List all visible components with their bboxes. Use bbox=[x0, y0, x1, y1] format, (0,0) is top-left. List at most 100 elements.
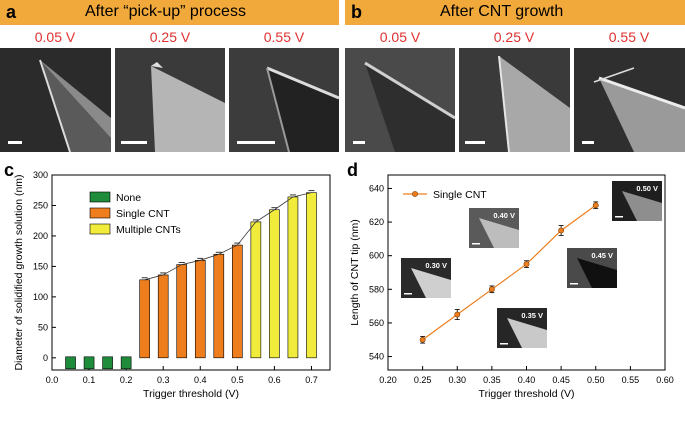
voltage-label-a1: 0.05 V bbox=[34, 29, 76, 45]
series-line bbox=[422, 204, 597, 341]
y-tick-label: 620 bbox=[369, 217, 384, 227]
y-tick-label: 100 bbox=[33, 292, 48, 302]
data-point bbox=[419, 336, 426, 343]
x-tick-label: 0.55 bbox=[622, 375, 640, 385]
y-tick-label: 200 bbox=[33, 231, 48, 241]
y-tick-label: 640 bbox=[369, 183, 384, 193]
inset-scale-bar bbox=[570, 283, 578, 285]
x-tick-label: 0.45 bbox=[552, 375, 570, 385]
y-tick-label: 600 bbox=[369, 251, 384, 261]
inset-image: 0.50 V bbox=[612, 181, 662, 221]
y-tick-label: 0 bbox=[43, 353, 48, 363]
inset-label: 0.45 V bbox=[591, 251, 613, 260]
x-tick-label: 0.5 bbox=[231, 375, 244, 385]
inset-image: 0.30 V bbox=[401, 258, 451, 298]
bar bbox=[120, 356, 132, 370]
bar bbox=[232, 244, 243, 359]
voltage-label-b2: 0.25 V bbox=[493, 29, 535, 45]
scale-bar bbox=[353, 141, 365, 144]
bar bbox=[102, 356, 113, 370]
x-tick-label: 0.50 bbox=[587, 375, 605, 385]
data-point bbox=[592, 202, 599, 209]
legend-swatch bbox=[89, 191, 111, 203]
inset-label: 0.35 V bbox=[521, 311, 543, 320]
voltage-label-b1: 0.05 V bbox=[379, 29, 421, 45]
scale-bar bbox=[8, 141, 22, 144]
panel-d-letter: d bbox=[347, 160, 358, 180]
scale-bar bbox=[121, 141, 147, 144]
x-tick-label: 0.40 bbox=[518, 375, 536, 385]
panel-a-letter: a bbox=[6, 2, 17, 22]
y-axis-label: Diameter of solidified growth solution (… bbox=[13, 174, 25, 370]
y-tick-label: 540 bbox=[369, 352, 384, 362]
inset-label: 0.50 V bbox=[636, 184, 658, 193]
x-tick-label: 0.20 bbox=[379, 375, 397, 385]
x-tick-label: 0.0 bbox=[46, 375, 59, 385]
x-tick-label: 0.30 bbox=[448, 375, 466, 385]
voltage-label-b3: 0.55 V bbox=[608, 29, 650, 45]
sem-image-b1 bbox=[345, 48, 455, 152]
scale-bar bbox=[465, 141, 485, 144]
bar bbox=[250, 221, 262, 359]
bar bbox=[269, 209, 280, 359]
sem-image-a3 bbox=[229, 48, 339, 152]
legend-label: None bbox=[116, 192, 141, 204]
sem-image-b2 bbox=[459, 48, 570, 152]
inset-tip bbox=[577, 258, 617, 288]
panel-b-letter: b bbox=[351, 2, 362, 22]
legend-label: Single CNT bbox=[116, 208, 170, 220]
chart-d: 0.20 0.25 0.30 0.35 0.40 0.45 0.50 0.55 0.60 540 5… bbox=[349, 174, 674, 400]
bar bbox=[176, 264, 188, 359]
x-tick-label: 0.2 bbox=[120, 375, 133, 385]
panel-b-title: After CNT growth bbox=[440, 3, 564, 20]
y-tick-label: 250 bbox=[33, 200, 48, 210]
y-tick-label: 580 bbox=[369, 284, 384, 294]
legend-marker bbox=[412, 191, 418, 197]
bar bbox=[65, 356, 76, 370]
inset-scale-bar bbox=[615, 216, 623, 218]
x-tick-label: 0.4 bbox=[194, 375, 207, 385]
inset-image: 0.35 V bbox=[497, 308, 547, 348]
bar bbox=[194, 260, 206, 359]
panel-c-letter: c bbox=[4, 160, 15, 180]
inset-image: 0.45 V bbox=[567, 248, 617, 288]
bar bbox=[139, 279, 150, 359]
inset-image: 0.40 V bbox=[469, 208, 519, 248]
voltage-label-a3: 0.55 V bbox=[263, 29, 305, 45]
x-tick-label: 0.1 bbox=[83, 375, 96, 385]
trend-line bbox=[144, 192, 312, 281]
x-tick-label: 0.35 bbox=[483, 375, 501, 385]
inset-scale-bar bbox=[472, 243, 480, 245]
plot-frame bbox=[51, 174, 331, 371]
bar bbox=[157, 274, 169, 359]
data-point bbox=[488, 286, 495, 293]
panel-a-title: After “pick-up” process bbox=[85, 3, 246, 20]
y-tick-label: 300 bbox=[33, 170, 48, 180]
legend-swatch bbox=[89, 223, 111, 235]
panel-b-banner: b After CNT growth bbox=[345, 0, 685, 25]
inset-tip bbox=[411, 268, 451, 298]
inset-scale-bar bbox=[500, 343, 508, 345]
y-tick-label: 150 bbox=[33, 261, 48, 271]
x-tick-label: 0.6 bbox=[268, 375, 281, 385]
inset-label: 0.30 V bbox=[425, 261, 447, 270]
inset-tip bbox=[479, 218, 519, 248]
scale-bar bbox=[582, 141, 594, 144]
inset-tip bbox=[622, 191, 662, 221]
data-point bbox=[523, 261, 530, 267]
bar bbox=[213, 253, 225, 359]
x-tick-label: 0.60 bbox=[656, 375, 674, 385]
y-axis-label: Length of CNT tip (nm) bbox=[349, 219, 361, 326]
sem-image-b3 bbox=[574, 48, 685, 152]
x-tick-label: 0.25 bbox=[414, 375, 432, 385]
data-point bbox=[558, 227, 565, 234]
bar bbox=[287, 196, 299, 359]
y-tick-label: 50 bbox=[38, 322, 48, 332]
scale-bar bbox=[237, 141, 275, 144]
voltage-label-a2: 0.25 V bbox=[149, 29, 191, 45]
chart-c: 0.0 0.1 0.2 0.3 0.4 0.5 0.6 0.7 0 50 100 150 200 250 3… bbox=[13, 170, 331, 400]
data-point bbox=[454, 311, 461, 318]
sem-image-a2 bbox=[115, 48, 225, 152]
legend-label: Single CNT bbox=[433, 189, 487, 201]
x-tick-label: 0.3 bbox=[157, 375, 170, 385]
